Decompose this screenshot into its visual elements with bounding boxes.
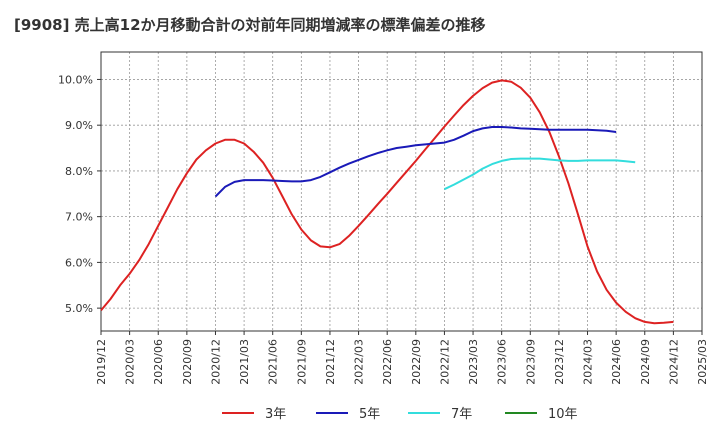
x-tick-label: 2021/03: [238, 339, 251, 385]
series: [100, 79, 674, 325]
x-tick-label: 2022/09: [410, 339, 423, 385]
y-tick-label: 9.0%: [65, 119, 93, 132]
x-tick-label: 2021/06: [267, 339, 280, 385]
y-tick-label: 8.0%: [65, 165, 93, 178]
x-tick-label: 2021/09: [295, 339, 308, 385]
x-tick-label: 2019/12: [95, 339, 108, 385]
chart-title: [9908] 売上高12か月移動合計の対前年同期増減率の標準偏差の推移: [14, 16, 486, 34]
x-tick-label: 2023/03: [467, 339, 480, 385]
y-tick-label: 10.0%: [58, 73, 93, 86]
plot-frame: [100, 51, 703, 332]
legend-label-1: 5年: [359, 407, 380, 422]
series-line-0: [100, 79, 674, 325]
x-tick-label: 2020/03: [124, 339, 137, 385]
x-tick-label: 2020/06: [152, 339, 165, 385]
legend: 3年 5年 7年 10年: [222, 407, 578, 422]
x-tick-label: 2024/09: [639, 339, 652, 385]
x-tick-label: 2025/03: [696, 339, 709, 385]
x-tick-label: 2023/06: [496, 339, 509, 385]
series-line-1: [214, 126, 617, 198]
x-tick-label: 2024/03: [582, 339, 595, 385]
x-tick-label: 2022/03: [353, 339, 366, 385]
series-line-2: [443, 157, 636, 191]
x-tick-label: 2024/06: [610, 339, 623, 385]
x-tick-label: 2022/06: [381, 339, 394, 385]
legend-label-3: 10年: [548, 407, 578, 422]
x-tick-label: 2024/12: [667, 339, 680, 385]
y-tick-label: 5.0%: [65, 302, 93, 315]
x-tick-label: 2020/09: [181, 339, 194, 385]
y-tick-label: 6.0%: [65, 256, 93, 269]
x-tick-label: 2020/12: [209, 339, 222, 385]
x-tick-label: 2023/12: [553, 339, 566, 385]
grid: [100, 52, 703, 331]
x-tick-label: 2023/09: [524, 339, 537, 385]
legend-label-0: 3年: [265, 407, 286, 422]
axes: 2019/12 2020/03 2020/06 2020/09 2020/12 2021/…: [58, 51, 709, 385]
x-tick-label: 2022/12: [438, 339, 451, 385]
legend-label-2: 7年: [451, 407, 472, 422]
y-tick-label: 7.0%: [65, 211, 93, 224]
x-tick-label: 2021/12: [324, 339, 337, 385]
